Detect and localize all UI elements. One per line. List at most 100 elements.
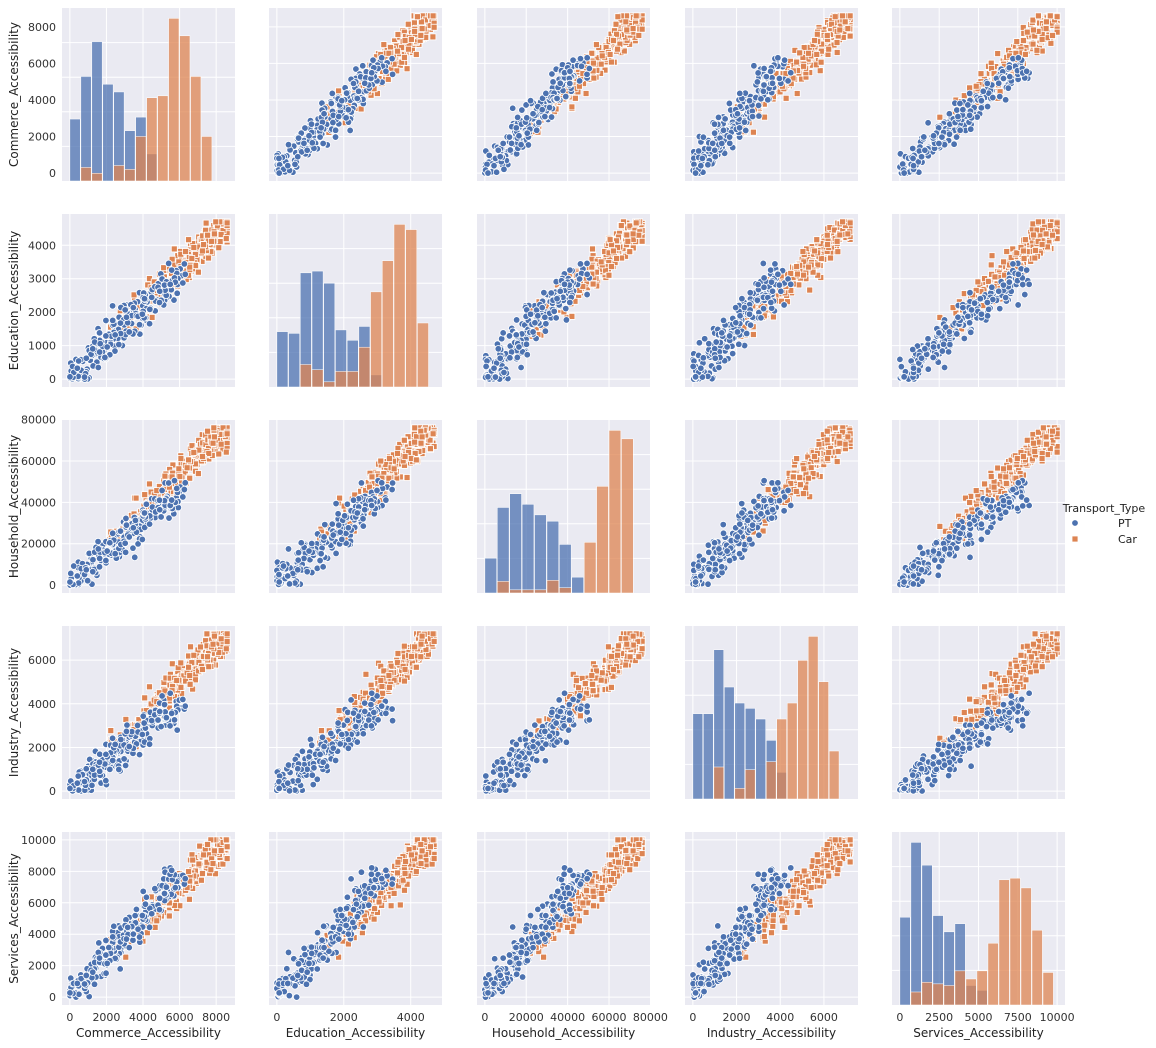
point-pt — [73, 364, 82, 372]
point-pt — [499, 329, 507, 337]
point-pt — [940, 363, 949, 372]
point-pt — [549, 78, 557, 86]
point-pt — [777, 287, 785, 296]
panel-Commerce_Accessibility-vs-Education_Accessibility — [269, 8, 442, 181]
point-pt — [500, 368, 508, 377]
point-pt — [146, 305, 154, 314]
point-pt — [66, 373, 74, 381]
point-pt — [181, 479, 189, 487]
point-pt — [1014, 301, 1022, 309]
point-car — [194, 470, 202, 477]
hist-bar-car — [201, 136, 213, 182]
point-car — [1032, 247, 1039, 254]
point-car — [1021, 51, 1029, 58]
point-pt — [929, 343, 938, 351]
point-pt — [103, 343, 111, 351]
point-pt — [166, 280, 174, 289]
point-pt — [550, 307, 558, 316]
point-pt — [388, 70, 397, 79]
point-pt — [507, 139, 516, 148]
point-car — [836, 231, 844, 239]
point-car — [170, 245, 178, 253]
point-car — [841, 18, 849, 26]
point-car — [208, 237, 216, 245]
point-pt — [485, 151, 493, 160]
point-pt — [131, 553, 139, 562]
point-car — [1043, 18, 1050, 26]
point-car — [222, 235, 230, 242]
point-pt — [531, 319, 539, 327]
point-car — [215, 244, 223, 252]
point-car — [635, 32, 643, 39]
point-pt — [710, 120, 719, 128]
point-pt — [725, 99, 734, 108]
point-car — [988, 252, 996, 260]
hist-bar-pt — [91, 41, 103, 182]
point-car — [800, 271, 807, 279]
point-pt — [491, 373, 500, 381]
point-pt — [983, 312, 992, 320]
point-pt — [181, 270, 189, 279]
point-car — [141, 491, 149, 499]
point-car — [610, 247, 617, 255]
point-car — [429, 12, 437, 20]
point-pt — [82, 566, 90, 574]
point-car — [793, 263, 801, 270]
point-pt — [346, 126, 354, 135]
point-pt — [506, 354, 514, 362]
point-pt — [760, 81, 768, 89]
point-pt — [73, 572, 82, 580]
point-pt — [1014, 54, 1023, 62]
point-pt — [517, 140, 525, 149]
point-pt — [515, 343, 523, 351]
panel-Household_Accessibility-vs-Education_Accessibility — [269, 420, 442, 593]
point-car — [204, 427, 211, 435]
point-pt — [359, 62, 367, 70]
point-pt — [102, 556, 110, 565]
point-pt — [952, 133, 961, 141]
point-pt — [494, 345, 503, 353]
point-car — [210, 433, 218, 441]
point-pt — [896, 355, 904, 364]
point-car — [828, 20, 835, 28]
point-car — [761, 113, 768, 121]
point-pt — [145, 320, 154, 328]
point-pt — [759, 304, 768, 313]
point-pt — [757, 314, 765, 322]
point-car — [407, 35, 415, 43]
point-car — [182, 248, 190, 255]
point-car — [844, 230, 852, 238]
point-pt — [102, 332, 110, 340]
point-pt — [691, 373, 700, 381]
point-car — [205, 254, 212, 262]
point-pt — [767, 278, 776, 286]
point-pt — [909, 364, 918, 372]
point-pt — [970, 299, 979, 307]
point-car — [1033, 46, 1041, 54]
point-car — [977, 70, 985, 78]
point-pt — [775, 281, 784, 289]
point-pt — [909, 345, 917, 354]
point-pt — [115, 340, 123, 349]
point-pt — [129, 303, 138, 312]
point-car — [638, 25, 646, 33]
point-pt — [935, 329, 943, 337]
point-pt — [121, 306, 129, 314]
point-pt — [499, 139, 507, 148]
point-pt — [748, 112, 757, 121]
point-pt — [945, 130, 954, 138]
point-pt — [967, 328, 975, 337]
point-car — [403, 65, 411, 73]
point-pt — [80, 373, 89, 381]
point-car — [793, 58, 801, 66]
point-pt — [562, 304, 570, 313]
point-pt — [736, 89, 744, 98]
point-car — [614, 13, 622, 21]
point-pt — [704, 161, 712, 169]
point-car — [380, 41, 388, 49]
point-pt — [532, 126, 541, 134]
point-pt — [715, 363, 723, 372]
point-car — [800, 62, 807, 70]
point-car — [1003, 248, 1011, 255]
